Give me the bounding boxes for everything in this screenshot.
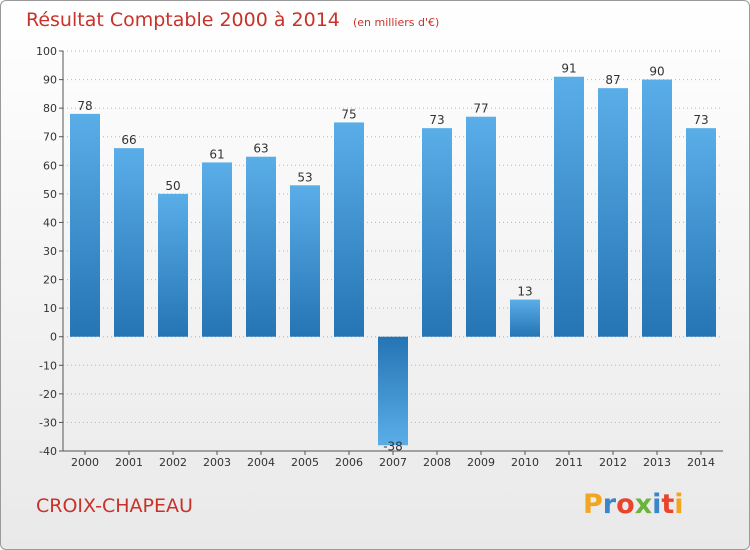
- data-label-2004: 63: [253, 142, 268, 156]
- bar-2010: [510, 299, 540, 337]
- commune-name: CROIX-CHAPEAU: [36, 495, 193, 517]
- y-tick-label: 50: [43, 188, 57, 201]
- logo-letter: r: [602, 489, 617, 520]
- data-label-2011: 91: [561, 62, 576, 76]
- bar-2013: [642, 79, 672, 337]
- bar-2001: [114, 148, 144, 337]
- bar-2005: [290, 185, 320, 337]
- axes: [59, 50, 723, 455]
- x-tick-label: 2010: [511, 456, 539, 469]
- x-tick-label: 2008: [423, 456, 451, 469]
- logo-letter: t: [661, 489, 675, 520]
- x-tick-label: 2014: [687, 456, 715, 469]
- y-tick-label: 80: [43, 102, 57, 115]
- bar-2007: [378, 336, 408, 446]
- data-label-2014: 73: [693, 113, 708, 127]
- y-tick-label: 0: [50, 331, 57, 344]
- data-label-2009: 77: [473, 102, 488, 116]
- x-tick-label: 2003: [203, 456, 231, 469]
- unit-text: (en milliers d'€): [352, 16, 440, 29]
- x-tick-label: 2005: [291, 456, 319, 469]
- data-label-2007: -38: [383, 439, 403, 453]
- logo-letter: P: [583, 489, 603, 520]
- bar-2009: [466, 116, 496, 337]
- labels: 1009080706050403020100-10-20-30-40200078…: [36, 45, 715, 469]
- data-label-2001: 66: [121, 133, 136, 147]
- x-tick-label: 2006: [335, 456, 363, 469]
- y-tick-label: -30: [39, 416, 57, 429]
- data-label-2006: 75: [341, 107, 356, 121]
- proxiti-logo: Proxiti: [583, 489, 684, 520]
- y-tick-label: -10: [39, 359, 57, 372]
- x-tick-label: 2007: [379, 456, 407, 469]
- title-text: Résultat Comptable 2000 à 2014: [26, 9, 340, 31]
- logo-letter: x: [634, 489, 653, 520]
- data-label-2010: 13: [517, 285, 532, 299]
- data-label-2000: 78: [77, 99, 92, 113]
- bar-2014: [686, 128, 716, 337]
- bar-2008: [422, 128, 452, 337]
- x-tick-label: 2012: [599, 456, 627, 469]
- data-label-2002: 50: [165, 179, 180, 193]
- data-label-2003: 61: [209, 147, 224, 161]
- y-tick-label: -20: [39, 388, 57, 401]
- y-tick-label: 30: [43, 245, 57, 258]
- bar-2006: [334, 122, 364, 337]
- x-tick-label: 2013: [643, 456, 671, 469]
- data-label-2012: 87: [605, 73, 620, 87]
- y-tick-label: 10: [43, 302, 57, 315]
- bar-2000: [70, 113, 100, 337]
- logo-letter: i: [674, 489, 684, 520]
- bar-2012: [598, 88, 628, 337]
- x-tick-label: 2002: [159, 456, 187, 469]
- y-tick-label: 90: [43, 74, 57, 87]
- x-tick-label: 2000: [71, 456, 99, 469]
- y-tick-label: 20: [43, 274, 57, 287]
- data-label-2008: 73: [429, 113, 444, 127]
- x-tick-label: 2011: [555, 456, 583, 469]
- bar-2002: [158, 193, 188, 337]
- chart-title: Résultat Comptable 2000 à 2014 (en milli…: [26, 9, 439, 31]
- y-tick-label: 60: [43, 159, 57, 172]
- logo-letter: o: [616, 489, 635, 520]
- x-tick-label: 2009: [467, 456, 495, 469]
- x-tick-label: 2004: [247, 456, 275, 469]
- y-tick-label: 70: [43, 131, 57, 144]
- y-tick-label: -40: [39, 445, 57, 458]
- logo-letter: i: [652, 489, 662, 520]
- data-label-2005: 53: [297, 170, 312, 184]
- bar-2011: [554, 76, 584, 337]
- data-label-2013: 90: [649, 65, 664, 79]
- x-tick-label: 2001: [115, 456, 143, 469]
- y-tick-label: 100: [36, 45, 57, 58]
- bar-2003: [202, 162, 232, 337]
- y-tick-label: 40: [43, 216, 57, 229]
- bar-2004: [246, 156, 276, 337]
- bars: [70, 76, 716, 446]
